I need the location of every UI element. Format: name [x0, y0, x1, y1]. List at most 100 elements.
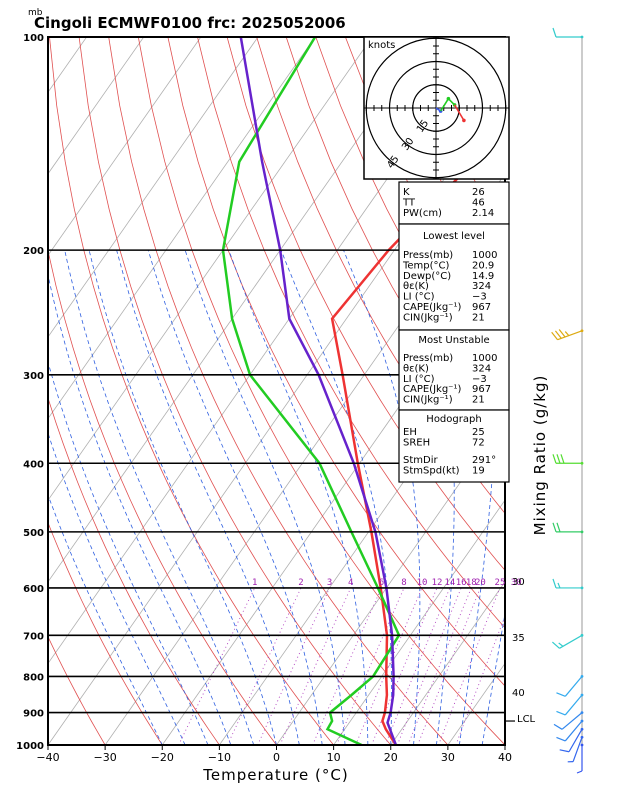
index-lowest-value: 324: [472, 281, 491, 292]
theta-e-label: 35: [512, 633, 525, 644]
dry-adiabat-line: [137, 37, 505, 745]
mixing-ratio-label: 20: [475, 578, 486, 588]
index-lowest-label: Press(mb): [403, 250, 453, 261]
wind-barb-flag: [556, 736, 566, 742]
hodograph-segment: [453, 104, 465, 121]
wind-barbs: [551, 27, 584, 774]
dry-adiabat-line: [78, 37, 392, 745]
wind-barb-flag: [551, 641, 560, 649]
moist-adiabat-line: [48, 273, 232, 745]
indices-section-title: Hodograph: [426, 414, 481, 425]
index-top-label: K: [403, 187, 410, 198]
wind-barb: [556, 719, 584, 742]
mixing-ratio-label: 14: [444, 578, 455, 588]
wind-barb-flag: [559, 749, 570, 753]
wind-barb-shaft: [568, 728, 583, 753]
wind-barb: [551, 329, 584, 341]
indices-section-title: Lowest level: [423, 231, 485, 242]
wind-barb-shaft: [572, 737, 583, 762]
index-lowest-label: θε(K): [403, 281, 429, 292]
pressure-tick-label: 200: [23, 246, 44, 257]
wind-barb-flag: [551, 331, 559, 341]
wind-barb-flag: [558, 329, 566, 338]
wind-barb-dot: [580, 711, 584, 715]
index-top-label: TT: [402, 197, 416, 208]
wind-barb-shaft: [557, 330, 583, 341]
pressure-tick-label: 1000: [16, 741, 44, 752]
index-lowest-value: 1000: [472, 250, 497, 261]
wind-barb-dot: [580, 329, 584, 333]
index-unstable-value: 21: [472, 395, 485, 406]
wind-barb-dot: [580, 735, 584, 739]
index-top-value: 2.14: [472, 208, 494, 219]
wind-barb: [551, 633, 584, 649]
wind-barb-flag: [552, 27, 557, 38]
index-hodo-value: 72: [472, 437, 485, 448]
theta-e-label: 30: [512, 577, 525, 588]
dry-adiabat-line: [256, 37, 505, 514]
mixing-ratio-line: [312, 587, 382, 745]
index-lowest-label: LI (°C): [403, 292, 435, 303]
moist-adiabat-line: [116, 249, 300, 745]
dry-adiabat-line: [167, 37, 505, 687]
index-unstable-label: CAPE(Jkg⁻¹): [403, 384, 461, 395]
index-lowest-value: 20.9: [472, 260, 494, 271]
index-unstable-label: θε(K): [403, 363, 429, 374]
wind-barb-dot: [580, 693, 584, 697]
indices-box: [398, 409, 510, 483]
wind-barb-shaft: [564, 720, 583, 742]
isotherm-line: [48, 37, 202, 257]
index-unstable-value: 324: [472, 363, 491, 374]
index-lowest-value: 21: [472, 312, 485, 323]
dry-adiabat-line: [49, 37, 334, 745]
mixing-ratio-label: 25: [495, 578, 506, 588]
wind-barb: [552, 454, 584, 465]
index-lowest-label: Temp(°C): [402, 260, 450, 271]
theta-e-label: 40: [512, 688, 525, 699]
indices-section-title: Most Unstable: [418, 335, 489, 346]
x-tick-label: 10: [327, 751, 341, 764]
pressure-tick-label: 800: [23, 672, 44, 683]
wind-barb: [552, 522, 584, 534]
wind-barb-dot: [580, 674, 584, 678]
mixing-ratio-line: [384, 587, 451, 745]
isotherm-line: [104, 173, 505, 745]
moist-adiabat-line: [48, 431, 186, 745]
index-top-value: 26: [472, 187, 485, 198]
dry-adiabat-line: [108, 37, 449, 745]
wind-barb: [576, 743, 584, 774]
dry-adiabat-line: [48, 249, 277, 745]
index-unstable-value: 1000: [472, 353, 497, 364]
indices-table: K 26 TT 46 PW(cm) 2.14 Lowest level Press(mb) 10…: [398, 181, 510, 483]
index-hodo-value: 25: [472, 427, 485, 438]
index-lowest-label: CAPE(Jkg⁻¹): [403, 302, 461, 313]
mixing-ratio-label: 30: [511, 578, 522, 588]
dry-adiabat-line: [48, 396, 220, 745]
mixing-ratio-label: 1: [252, 578, 257, 588]
wind-barb-flag: [553, 723, 563, 730]
wind-barb-shaft: [564, 676, 583, 697]
wind-barb-flag: [552, 578, 557, 589]
wind-barb-half: [564, 331, 570, 336]
mixing-ratio-label: 8: [401, 578, 406, 588]
mixing-ratio-label: 16: [456, 578, 467, 588]
mixing-ratio-label: 18: [466, 578, 477, 588]
moist-adiabat-line: [88, 250, 277, 745]
isotherm-line: [48, 37, 145, 175]
index-unstable-label: CIN(Jkg⁻¹): [403, 395, 453, 406]
dry-adiabat-line: [48, 521, 163, 745]
x-tick-label: 40: [498, 751, 512, 764]
moist-adiabat-line: [228, 249, 369, 745]
index-top-value: 46: [472, 197, 485, 208]
wind-barb-flag: [556, 710, 566, 716]
wind-barb-shaft: [564, 694, 583, 716]
wind-barb-half: [557, 582, 561, 589]
moist-adiabat-line: [48, 493, 163, 745]
isotherm-line: [333, 499, 505, 745]
index-lowest-label: CIN(Jkg⁻¹): [403, 312, 453, 323]
wind-barb: [552, 578, 584, 590]
dry-adiabat-line: [553, 37, 618, 745]
